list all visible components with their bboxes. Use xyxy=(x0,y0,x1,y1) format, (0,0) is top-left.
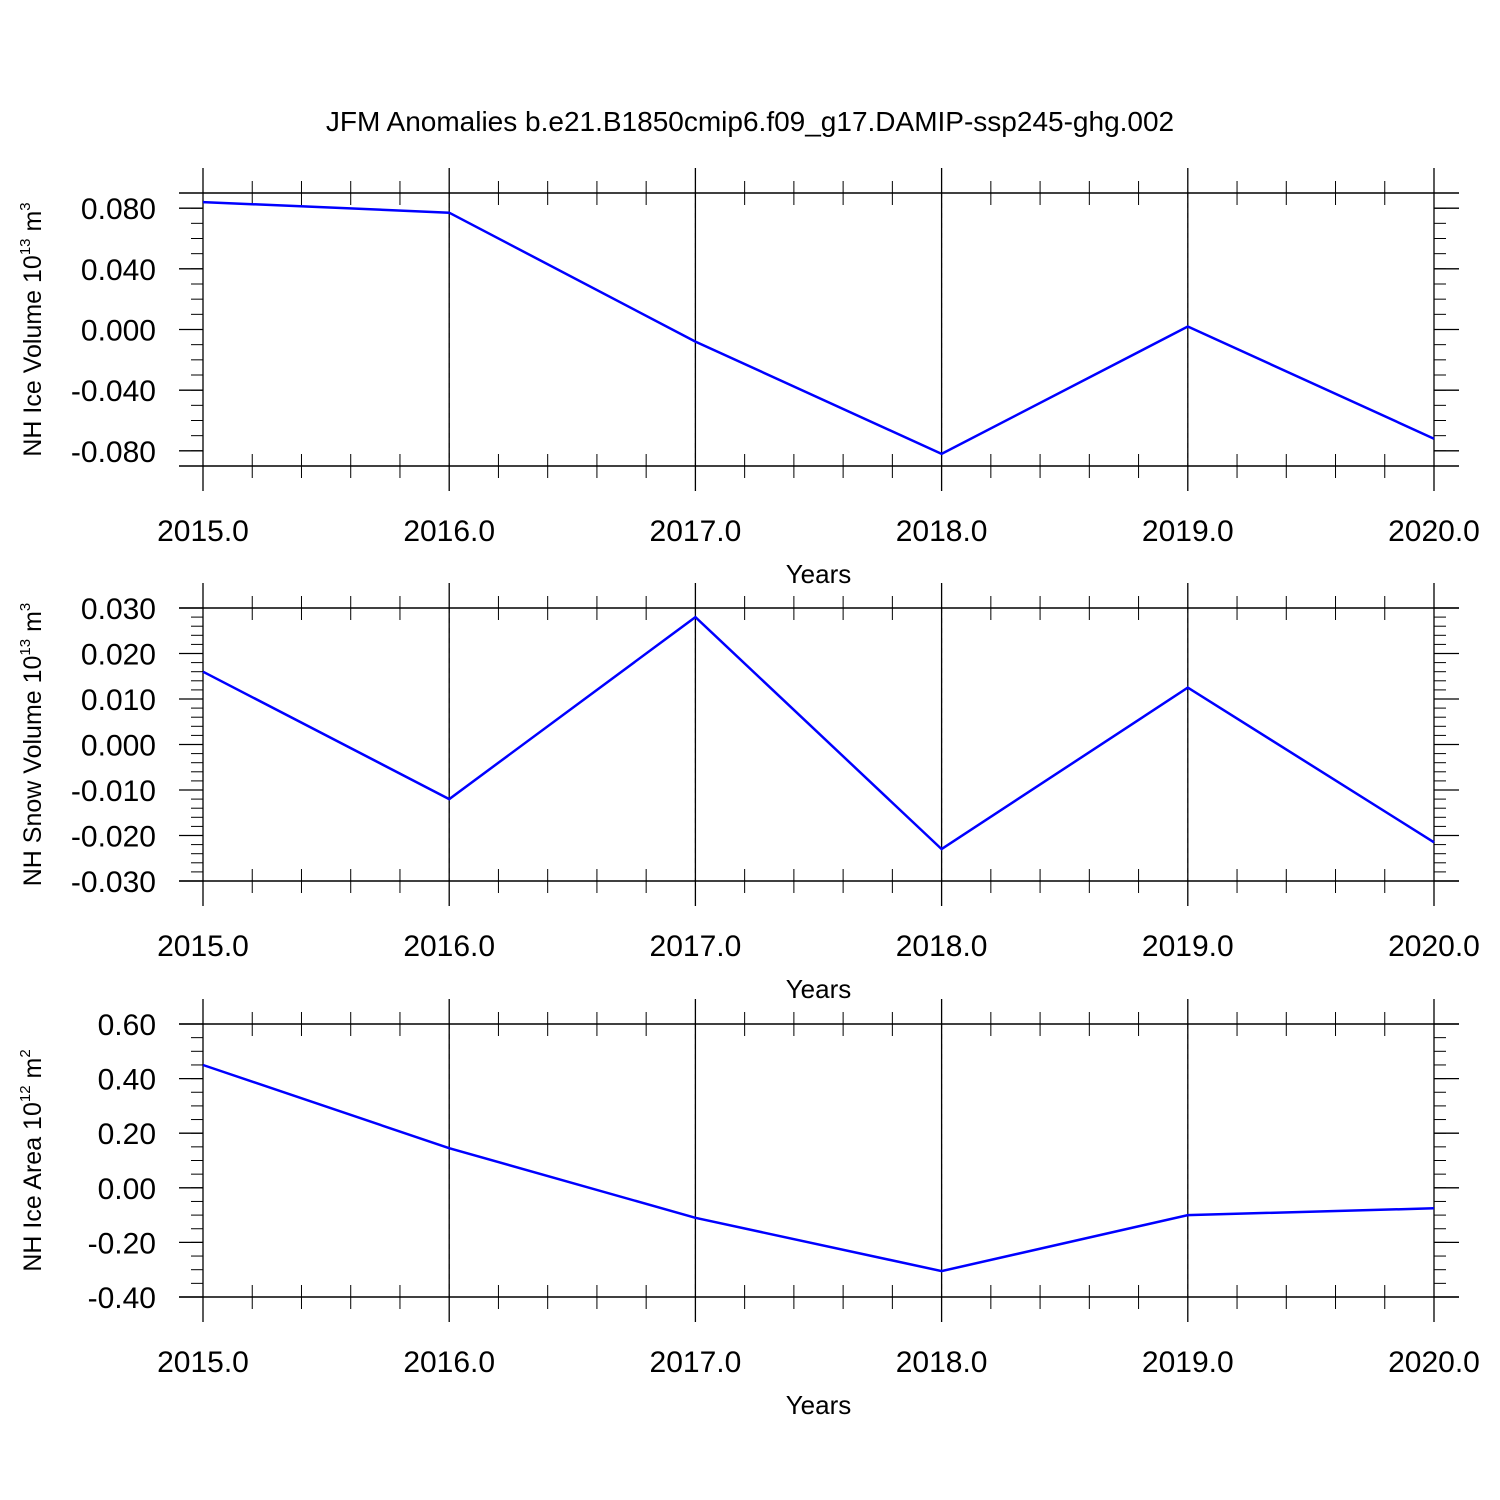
x-tick-label: 2019.0 xyxy=(1142,930,1234,963)
y-tick-label: 0.000 xyxy=(81,730,156,763)
x-axis-label: Years xyxy=(786,974,852,1004)
y-tick-label: 0.020 xyxy=(81,639,156,672)
x-tick-label: 2019.0 xyxy=(1142,1346,1234,1379)
series-line xyxy=(202,200,1435,456)
y-tick-label: -0.040 xyxy=(71,375,156,408)
y-tick-label: 0.000 xyxy=(81,315,156,348)
x-tick-label: 2015.0 xyxy=(157,515,249,548)
series-line xyxy=(202,1063,1435,1273)
x-tick-label: 2015.0 xyxy=(157,930,249,963)
y-axis-label: NH Snow Volume 1013 m3 xyxy=(17,603,47,887)
y-axis-label-unit: m xyxy=(19,211,47,239)
figure-title: JFM Anomalies b.e21.B1850cmip6.f09_g17.D… xyxy=(326,106,1174,137)
y-axis-label-unit-exponent: 2 xyxy=(17,1049,34,1057)
y-axis-label-base: NH Ice Area 10 xyxy=(19,1102,47,1272)
y-tick-label: 0.080 xyxy=(81,193,156,226)
y-tick-label: 0.030 xyxy=(81,593,156,626)
y-tick-label: -0.20 xyxy=(88,1227,156,1260)
y-axis-label-base: NH Snow Volume 10 xyxy=(19,656,47,887)
y-tick-label: -0.010 xyxy=(71,775,156,808)
panel-1: 0.080 0.040 0.000 -0.040 -0.080 2015.0 2016.0 2… xyxy=(17,168,1480,589)
panels: 0.080 0.040 0.000 -0.040 -0.080 2015.0 2016.0 2… xyxy=(17,168,1480,1420)
x-tick-label: 2017.0 xyxy=(650,1346,742,1379)
y-axis-label-unit: m xyxy=(19,611,47,639)
y-axis-label-base: NH Ice Volume 10 xyxy=(19,255,47,457)
x-tick-label: 2019.0 xyxy=(1142,515,1234,548)
x-tick-label: 2016.0 xyxy=(403,515,495,548)
y-axis-label: NH Ice Volume 1013 m3 xyxy=(17,202,47,456)
y-tick-label: 0.20 xyxy=(98,1118,156,1151)
x-tick-label: 2018.0 xyxy=(896,1346,988,1379)
x-tick-label: 2020.0 xyxy=(1388,515,1480,548)
y-axis-label-unit: m xyxy=(19,1058,47,1086)
y-tick-label: -0.030 xyxy=(71,866,156,899)
x-tick-label: 2017.0 xyxy=(650,930,742,963)
y-tick-label: -0.020 xyxy=(71,821,156,854)
x-tick-label: 2018.0 xyxy=(896,515,988,548)
y-axis-label-unit-exponent: 3 xyxy=(17,603,34,611)
x-tick-label: 2017.0 xyxy=(650,515,742,548)
x-tick-label: 2015.0 xyxy=(157,1346,249,1379)
x-tick-label: 2020.0 xyxy=(1388,1346,1480,1379)
y-tick-label: -0.40 xyxy=(88,1282,156,1315)
series-line xyxy=(202,615,1435,851)
y-tick-label: -0.080 xyxy=(71,436,156,469)
x-tick-label: 2016.0 xyxy=(403,1346,495,1379)
y-axis-label-exponent: 12 xyxy=(17,1085,34,1102)
x-axis-label: Years xyxy=(786,559,852,589)
y-axis-label-exponent: 13 xyxy=(17,639,34,656)
y-axis-label-exponent: 13 xyxy=(17,238,34,255)
y-axis-label-unit-exponent: 3 xyxy=(17,202,34,210)
x-tick-label: 2020.0 xyxy=(1388,930,1480,963)
x-tick-label: 2016.0 xyxy=(403,930,495,963)
x-axis-label: Years xyxy=(786,1390,852,1420)
y-tick-label: 0.040 xyxy=(81,254,156,287)
y-tick-label: 0.40 xyxy=(98,1064,156,1097)
y-tick-label: 0.60 xyxy=(98,1009,156,1042)
x-tick-label: 2018.0 xyxy=(896,930,988,963)
panel-2: 0.0300.0200.0100.000-0.010-0.020-0.03020… xyxy=(17,583,1480,1004)
y-axis-label: NH Ice Area 1012 m2 xyxy=(17,1049,47,1271)
y-tick-label: 0.00 xyxy=(98,1173,156,1206)
y-tick-label: 0.010 xyxy=(81,684,156,717)
